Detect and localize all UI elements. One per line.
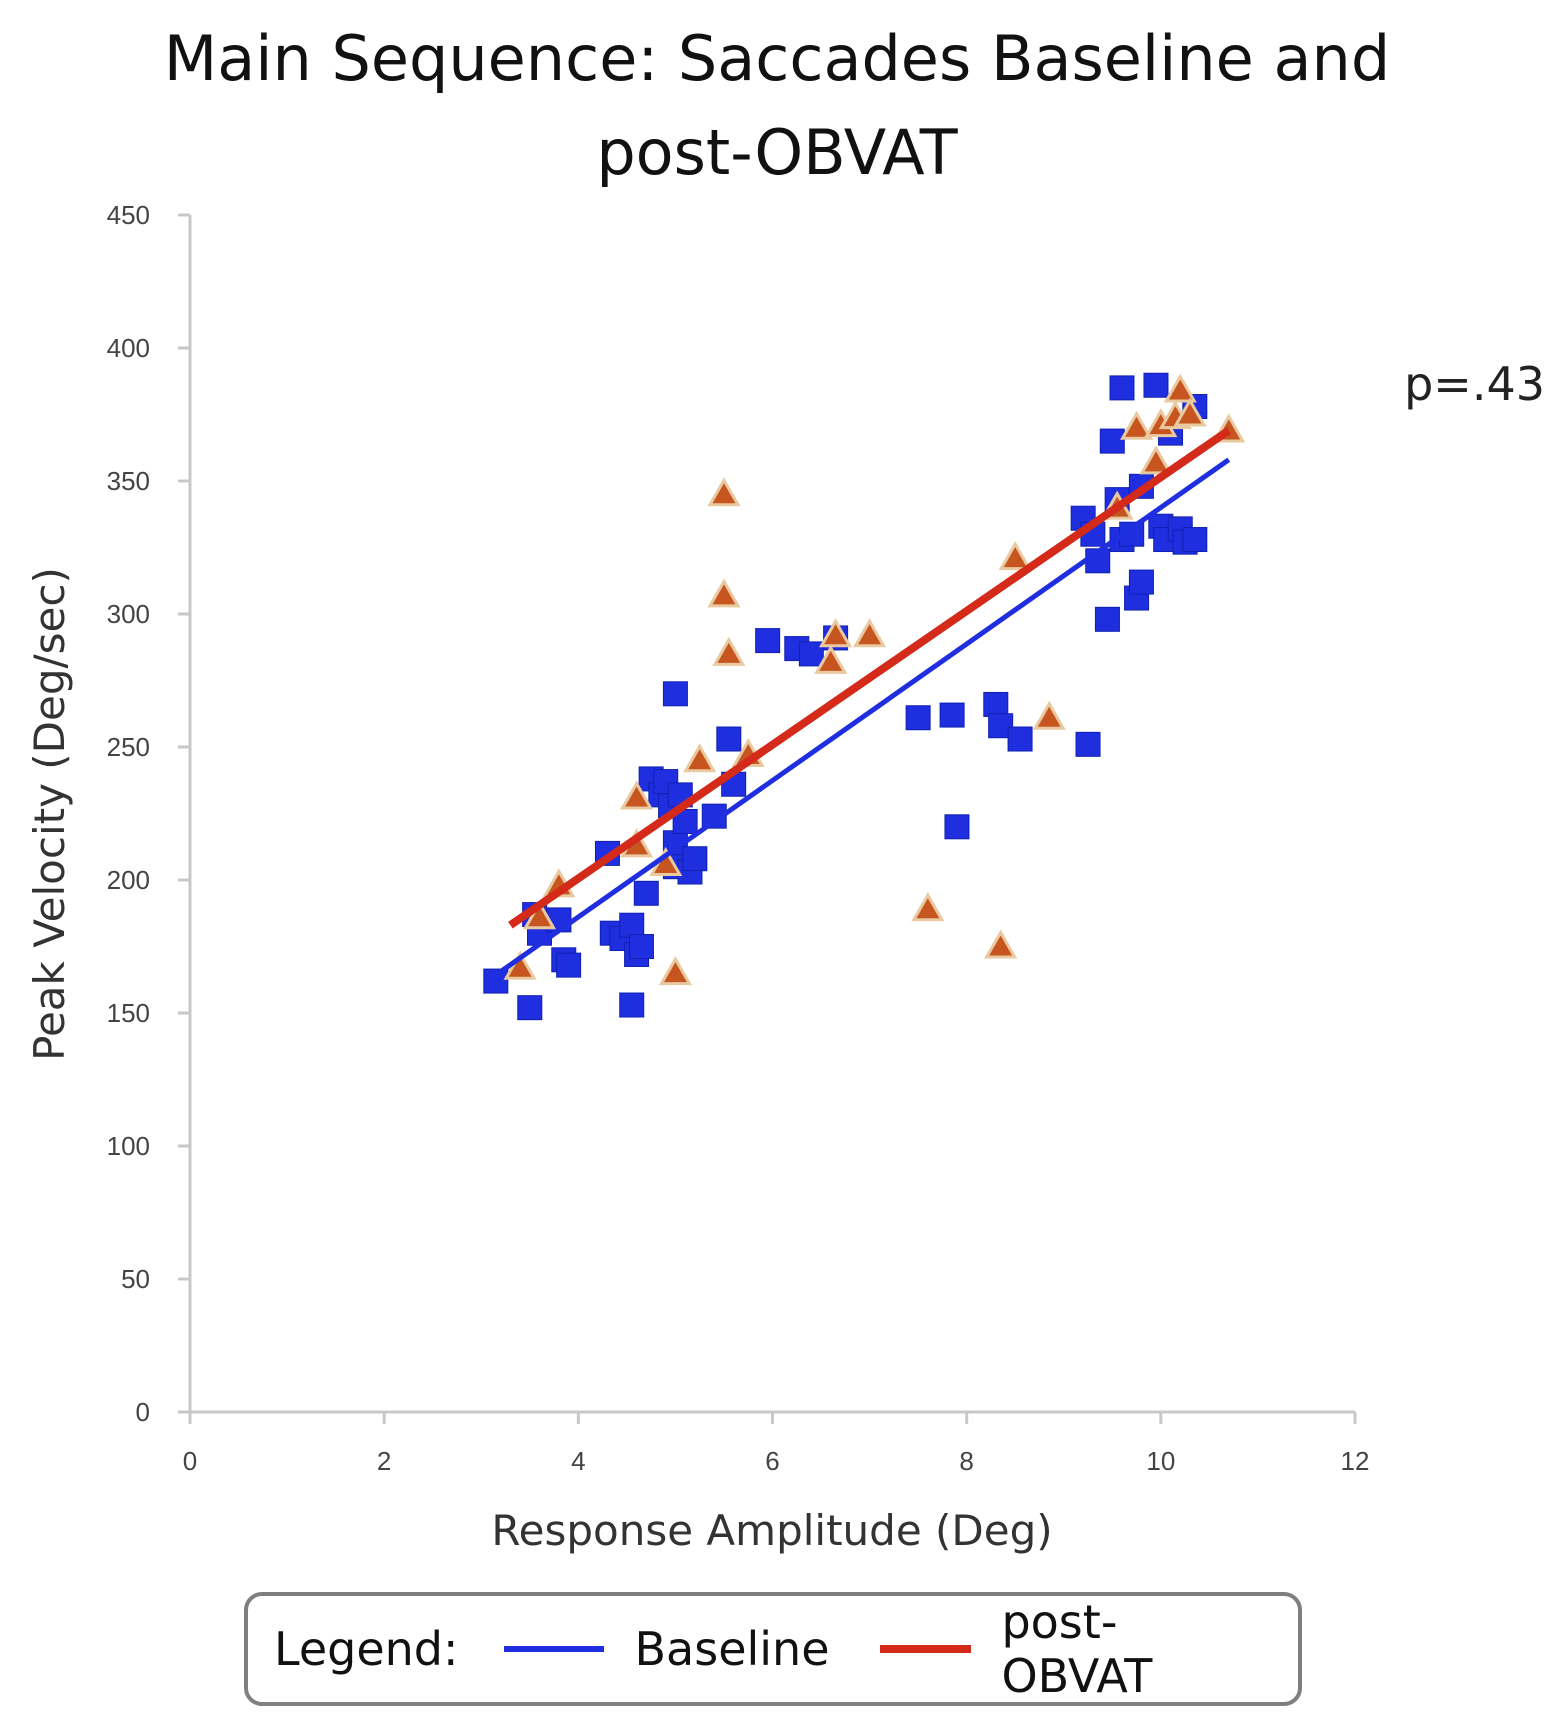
- point-baseline: [1075, 731, 1101, 757]
- legend-entry-baseline: Baseline: [504, 1622, 830, 1676]
- legend-swatch-baseline: [504, 1646, 605, 1652]
- x-tick-label: 12: [1341, 1446, 1370, 1476]
- x-tick-label: 4: [571, 1446, 585, 1476]
- trend-line-baseline: [489, 457, 1231, 981]
- y-tick-label: 200: [107, 865, 150, 895]
- point-baseline: [1182, 527, 1208, 553]
- point-baseline: [662, 681, 688, 707]
- point-post-obvat: [503, 950, 537, 980]
- point-post-obvat: [819, 618, 853, 648]
- point-post-obvat: [998, 541, 1032, 571]
- point-post-obvat: [814, 644, 848, 674]
- x-tick-label: 6: [765, 1446, 779, 1476]
- chart-title-line-2: post-OBVAT: [596, 116, 958, 189]
- point-post-obvat: [619, 780, 654, 810]
- point-post-obvat: [1163, 373, 1197, 403]
- x-tick-label: 10: [1146, 1446, 1175, 1476]
- point-baseline: [1143, 372, 1169, 398]
- point-baseline: [682, 846, 708, 872]
- axis-ticks: 0 2 4 6 8 10 12 0 50 100 150 200 250 300 350 400 450: [107, 200, 1370, 1476]
- point-baseline: [983, 691, 1009, 717]
- point-post-obvat: [683, 743, 717, 773]
- point-post-obvat: [658, 956, 693, 986]
- chart-title: Main Sequence: Saccades Baseline and pos…: [0, 12, 1554, 200]
- legend-label: Legend:: [274, 1622, 459, 1676]
- x-tick-label: 2: [377, 1446, 391, 1476]
- legend-swatch-post-obvat: [879, 1645, 972, 1653]
- point-baseline: [798, 641, 824, 667]
- x-axis-title: Response Amplitude (Deg): [491, 1506, 1052, 1555]
- point-baseline: [1007, 726, 1033, 752]
- data-points: [483, 372, 1246, 1021]
- y-tick-label: 0: [136, 1397, 150, 1427]
- p-value-annotation: p=.43: [1404, 357, 1545, 411]
- point-baseline: [939, 702, 965, 728]
- point-baseline: [988, 713, 1014, 739]
- y-tick-label: 50: [121, 1264, 150, 1294]
- trend-lines: [489, 427, 1232, 981]
- point-post-obvat: [1119, 410, 1154, 440]
- point-baseline: [633, 880, 659, 906]
- point-baseline: [905, 705, 931, 731]
- point-post-obvat: [1139, 445, 1173, 475]
- legend: Legend: Baseline post-OBVAT: [244, 1592, 1302, 1706]
- legend-text-post-obvat: post-OBVAT: [1001, 1595, 1153, 1703]
- point-post-obvat: [522, 900, 557, 930]
- y-tick-label: 450: [107, 200, 150, 230]
- point-baseline: [619, 992, 645, 1018]
- point-baseline: [944, 814, 970, 840]
- y-tick-label: 250: [107, 732, 150, 762]
- point-baseline: [619, 912, 645, 938]
- x-tick-label: 8: [959, 1446, 973, 1476]
- y-axis-title: Peak Velocity (Deg/sec): [25, 567, 74, 1061]
- x-tick-label: 0: [183, 1446, 197, 1476]
- point-baseline: [628, 934, 654, 959]
- y-tick-label: 350: [107, 466, 150, 496]
- legend-entry-post-obvat: post-OBVAT: [879, 1595, 1248, 1703]
- point-post-obvat: [852, 618, 887, 648]
- y-tick-label: 300: [107, 599, 150, 629]
- chart-title-line-1: Main Sequence: Saccades Baseline and: [163, 22, 1391, 95]
- point-post-obvat: [984, 929, 1018, 959]
- legend-text-baseline: Baseline: [634, 1622, 830, 1676]
- scatter-plot: 0 2 4 6 8 10 12 0 50 100 150 200 250 300 350 400 450 Res…: [25, 200, 1545, 1555]
- point-post-obvat: [1173, 397, 1207, 427]
- point-post-obvat: [707, 578, 741, 608]
- point-baseline: [556, 952, 582, 978]
- point-baseline: [1094, 606, 1120, 632]
- point-baseline: [1099, 428, 1125, 454]
- point-post-obvat: [712, 636, 746, 666]
- point-post-obvat: [1032, 700, 1066, 730]
- y-tick-label: 100: [107, 1131, 150, 1161]
- point-baseline: [517, 995, 543, 1021]
- point-baseline: [1109, 375, 1135, 401]
- trend-line-post-obvat: [508, 427, 1232, 929]
- point-baseline: [716, 726, 742, 752]
- point-post-obvat: [911, 892, 945, 922]
- point-post-obvat: [707, 477, 741, 507]
- point-baseline: [755, 628, 781, 654]
- y-tick-label: 400: [107, 333, 150, 363]
- point-baseline: [1128, 569, 1154, 595]
- y-tick-label: 150: [107, 998, 150, 1028]
